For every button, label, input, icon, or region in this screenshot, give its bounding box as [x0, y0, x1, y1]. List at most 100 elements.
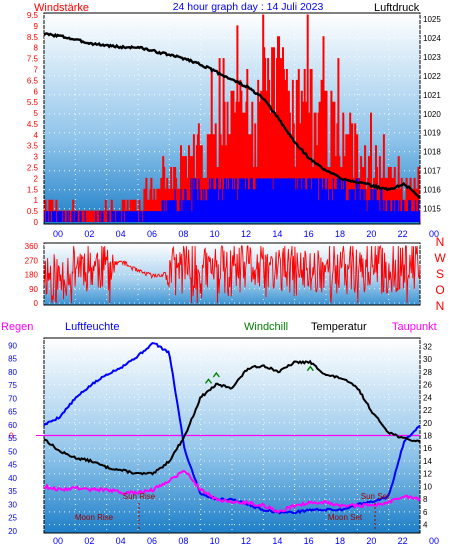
- wind-average-series: [43, 178, 421, 222]
- wind-speed-tick: 1.5: [27, 185, 39, 194]
- wind-speed-tick: 7.5: [27, 55, 39, 64]
- time-tick-label: 20: [366, 229, 376, 239]
- temperature-marks: 0: [9, 342, 421, 515]
- humidity-tick: 85: [8, 355, 17, 364]
- time-tick-label: 04: [116, 229, 126, 239]
- time-tick-label: 00: [429, 229, 439, 239]
- pressure-series: [43, 32, 421, 199]
- time-tick-label: 10: [210, 536, 220, 546]
- humidity-axis: 20 25 30 35 40 45 50 55 60 65 70 75 80 85 90: [8, 341, 17, 536]
- humidity-tick: 35: [8, 487, 17, 496]
- time-tick-label: 18: [335, 229, 345, 239]
- pressure-tick: 1018: [423, 148, 441, 157]
- humidity-tick: 75: [8, 381, 17, 390]
- wind-speed-tick: 2: [34, 174, 39, 183]
- humidity-tick: 90: [8, 341, 17, 350]
- pressure-tick: 1017: [423, 167, 441, 176]
- temperature-tick: 20: [423, 419, 432, 428]
- time-tick-label: 02: [84, 229, 94, 239]
- rain-value: 0: [9, 432, 14, 441]
- time-tick-label: 16: [304, 536, 314, 546]
- annotation-label: Sun Set: [361, 492, 390, 501]
- wind-speed-tick: 0: [34, 218, 39, 227]
- pressure-tick: 1022: [423, 72, 441, 81]
- legend-windchill: Windchill: [244, 321, 288, 333]
- wind-direction-series: [43, 244, 421, 304]
- sun-moon-annotations: Sun Rise Moon Rise Sun Set Moon Set: [75, 492, 390, 530]
- legend-humidity: Luftfeuchte: [65, 321, 119, 333]
- wind-speed-tick: 5: [34, 109, 39, 118]
- humidity-tick: 55: [8, 434, 17, 443]
- temperature-tick: 8: [423, 495, 428, 504]
- wind-speed-tick: 2.5: [27, 164, 39, 173]
- annotation-label: Moon Set: [328, 513, 363, 522]
- time-tick-label: 18: [335, 536, 345, 546]
- pressure-tick: 1016: [423, 186, 441, 195]
- time-axis-bottom: 00 02 04 06 08 10 12 14 16 18 20 22 00: [53, 536, 439, 546]
- humidity-tick: 30: [8, 500, 17, 509]
- time-tick-label: 20: [366, 536, 376, 546]
- wind-direction-marks: [43, 244, 421, 304]
- time-tick-label: 12: [241, 536, 251, 546]
- temperature-tick: 16: [423, 444, 432, 453]
- wind-speed-tick: 4: [34, 131, 39, 140]
- temperature-tick: 18: [423, 432, 432, 441]
- time-tick-label: 00: [53, 229, 63, 239]
- header-right: Luftdruck: [374, 2, 420, 14]
- temperature-tick: 14: [423, 457, 432, 466]
- time-tick-label: 00: [429, 536, 439, 546]
- temperature-tick: 6: [423, 508, 428, 517]
- compass-label: O: [435, 283, 444, 297]
- direction-tick: 180: [25, 271, 39, 280]
- pressure-tick: 1020: [423, 110, 441, 119]
- humidity-tick: 70: [8, 394, 17, 403]
- humidity-tick: 20: [8, 527, 17, 536]
- wind-speed-tick: 5.5: [27, 98, 39, 107]
- time-tick-label: 12: [241, 229, 251, 239]
- windchill-point: [212, 371, 220, 378]
- time-tick-label: 16: [304, 229, 314, 239]
- temperature-axis: 4 6 8 10 12 14 16 18 20 22 24 26 28 30 32: [423, 342, 432, 529]
- time-tick-label: 00: [53, 536, 63, 546]
- direction-tick: 0: [34, 299, 39, 308]
- wind-speed-tick: 1: [34, 196, 39, 205]
- direction-tick: 270: [25, 256, 39, 265]
- humidity-tick: 80: [8, 368, 17, 377]
- time-tick-label: 02: [84, 536, 94, 546]
- temperature-tick: 26: [423, 381, 432, 390]
- humidity-tick: 50: [8, 447, 17, 456]
- temperature-tick: 24: [423, 393, 432, 402]
- pressure-tick: 1025: [423, 15, 441, 24]
- humidity-tick: 60: [8, 421, 17, 430]
- pressure-tick: 1015: [423, 205, 441, 214]
- wind-pressure-marks: [43, 14, 421, 223]
- time-tick-label: 14: [272, 536, 282, 546]
- legend-temperature: Temperatur: [311, 321, 367, 333]
- temperature-tick: 12: [423, 470, 432, 479]
- time-tick-label: 10: [210, 229, 220, 239]
- wind-speed-tick: 9.5: [27, 11, 39, 20]
- humidity-tick: 40: [8, 474, 17, 483]
- temperature-tick: 28: [423, 368, 432, 377]
- annotation-label: Moon Rise: [75, 513, 114, 522]
- direction-tick: 90: [29, 285, 38, 294]
- wind-speed-tick: 0.5: [27, 207, 39, 216]
- wind-speed-tick: 3.5: [27, 142, 39, 151]
- direction-tick: 360: [25, 242, 39, 251]
- time-tick-label: 08: [178, 229, 188, 239]
- legend-dewpoint: Taupunkt: [392, 321, 437, 333]
- legend-regen: Regen: [1, 321, 33, 333]
- time-tick-label: 06: [147, 536, 157, 546]
- pressure-tick: 1023: [423, 53, 441, 62]
- temperature-tick: 22: [423, 406, 432, 415]
- wind-speed-tick: 6.5: [27, 76, 39, 85]
- time-tick-label: 08: [178, 536, 188, 546]
- wind-speed-tick: 6: [34, 87, 39, 96]
- compass-label: N: [436, 299, 445, 313]
- humidity-tick: 65: [8, 408, 17, 417]
- temperature-tick: 32: [423, 342, 432, 351]
- time-tick-label: 22: [398, 229, 408, 239]
- wind-speed-tick: 9: [34, 22, 39, 31]
- temperature-tick: 4: [423, 521, 428, 530]
